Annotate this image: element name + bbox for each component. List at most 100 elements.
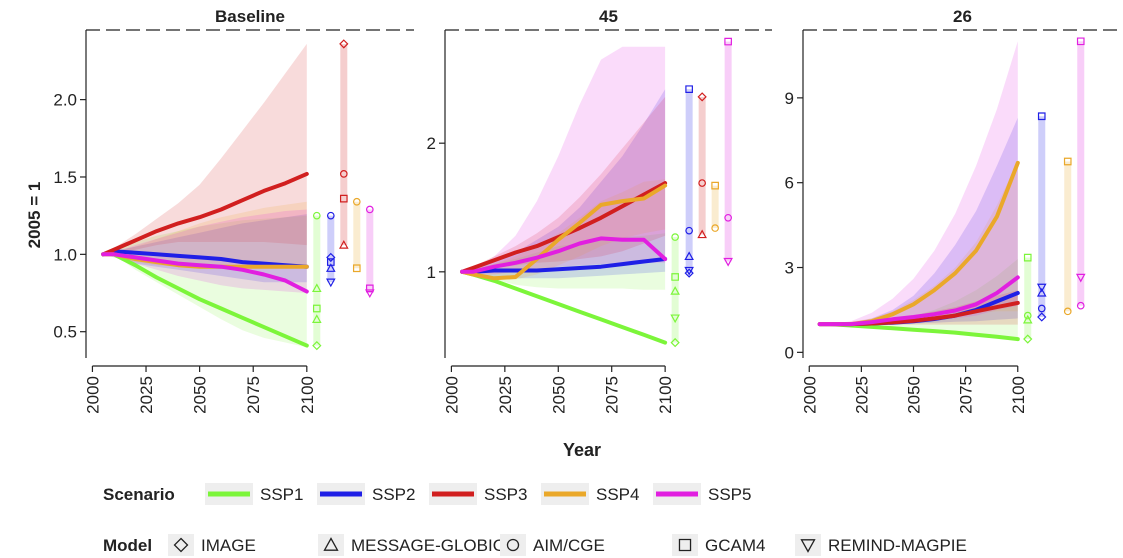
y-tick-label: 1.5: [53, 168, 77, 187]
y-tick-label: 2.0: [53, 91, 77, 110]
x-tick-label: 2025: [496, 376, 515, 414]
band-ssp4: [103, 201, 307, 269]
model-marker-gcam4: [685, 85, 693, 93]
model-marker-gcam4: [1037, 112, 1046, 121]
legend-label-aim-cge: AIM/CGE: [533, 536, 605, 555]
x-tick-label: 2000: [442, 376, 461, 414]
model-marker-aim-cge: [1076, 301, 1085, 310]
model-marker-gcam4: [1023, 253, 1032, 262]
model-marker-gcam4: [671, 273, 679, 281]
model-marker-remind-magpie: [684, 266, 694, 276]
series-lines: [460, 181, 668, 345]
model-range-bar-ssp5: [724, 41, 732, 262]
model-marker-gcam4: [339, 194, 348, 203]
model-marker-gcam4: [1076, 37, 1085, 46]
model-range-bar-ssp2: [1038, 116, 1046, 317]
band-ssp5: [462, 46, 666, 275]
x-tick-label: 2050: [549, 376, 568, 414]
model-range-bar-ssp3: [698, 96, 706, 235]
legend-key-gcam4: [672, 534, 698, 556]
model-marker-remind-magpie: [325, 278, 336, 288]
model-marker-remind-magpie: [670, 314, 680, 324]
chart-panel-26: 26 0 3 6 9 2000 2025 2050 2075 2100: [785, 7, 1122, 414]
model-range-bar-ssp1: [1024, 257, 1032, 340]
model-ranges: [311, 39, 375, 351]
scenario-legend-title: Scenario: [103, 485, 175, 504]
model-marker-message-globiom: [338, 240, 349, 249]
model-marker-aim-cge: [365, 205, 374, 214]
model-marker-remind-magpie: [364, 289, 375, 299]
model-marker-remind-magpie: [1075, 273, 1086, 283]
model-marker-aim-cge: [339, 170, 348, 178]
model-marker-message-globiom: [670, 286, 680, 295]
model-marker-image: [1037, 312, 1047, 322]
model-marker-aim-cge: [698, 179, 706, 187]
model-ranges: [670, 37, 733, 348]
panel-title: 26: [953, 7, 972, 26]
x-tick-label: 2100: [656, 376, 675, 414]
uncertainty-bands: [462, 46, 666, 290]
legend-label-image: IMAGE: [201, 536, 256, 555]
model-legend: Model IMAGE MESSAGE-GLOBIOM AIM/CGE GCAM4 RE…: [103, 534, 967, 556]
model-range-bar-ssp5: [1077, 41, 1085, 306]
y-tick-label: 1.0: [53, 245, 77, 264]
series-lines: [817, 160, 1020, 342]
model-range-bar-ssp4: [1064, 161, 1072, 312]
x-tick-label: 2100: [1009, 376, 1028, 414]
band-ssp3: [103, 43, 307, 255]
model-marker-gcam4: [326, 258, 335, 266]
x-tick-label: 2025: [137, 376, 156, 414]
chart-panels: Baseline 0.5 1.0 1.5 2.0 2000 2025 2050 2075 2100…: [53, 7, 1122, 414]
model-marker-aim-cge: [711, 224, 719, 232]
chart-panel-45: 45 1 2 2000 2025 2050 2075 2100: [427, 7, 772, 414]
model-marker-gcam4: [1063, 157, 1072, 166]
diamond-icon: [173, 537, 189, 553]
model-marker-image: [326, 252, 336, 263]
x-tick-label: 2025: [852, 376, 871, 414]
legend-label-ssp1: SSP1: [260, 485, 303, 504]
panel-title: 45: [599, 7, 618, 26]
model-marker-aim-cge: [352, 197, 361, 206]
model-range-bar-ssp5: [366, 209, 374, 294]
model-marker-gcam4: [711, 181, 719, 190]
model-marker-image: [1023, 334, 1033, 344]
legend-label-ssp4: SSP4: [596, 485, 639, 504]
model-marker-message-globiom: [1022, 314, 1033, 324]
model-marker-aim-cge: [1037, 304, 1046, 313]
x-tick-label: 2050: [191, 376, 210, 414]
x-tick-label: 2000: [83, 376, 102, 414]
model-range-bar-ssp4: [711, 185, 719, 229]
legend-label-gcam4: GCAM4: [705, 536, 765, 555]
model-marker-message-globiom: [684, 251, 694, 261]
x-axis-label: Year: [563, 440, 601, 460]
model-marker-aim-cge: [1023, 311, 1032, 320]
band-ssp1: [819, 259, 1018, 340]
square-icon: [678, 538, 692, 552]
model-legend-title: Model: [103, 536, 152, 555]
x-tick-label: 2075: [957, 376, 976, 414]
model-marker-gcam4: [365, 284, 374, 293]
model-marker-message-globiom: [311, 314, 322, 323]
y-tick-label: 0: [785, 343, 794, 362]
band-ssp2: [462, 89, 666, 279]
chart-panel-baseline: Baseline 0.5 1.0 1.5 2.0 2000 2025 2050 2075 2100: [53, 7, 414, 414]
x-tick-label: 2075: [244, 376, 263, 414]
band-ssp4: [819, 161, 1018, 325]
band-ssp1: [103, 215, 307, 348]
y-tick-label: 3: [785, 259, 794, 278]
model-marker-gcam4: [352, 264, 361, 273]
y-tick-label: 0.5: [53, 323, 77, 342]
triangle-down-icon: [800, 539, 816, 553]
x-tick-label: 2000: [800, 376, 819, 414]
model-marker-message-globiom: [325, 263, 336, 272]
model-marker-message-globiom: [697, 229, 707, 239]
legend-label-remind-magpie: REMIND-MAGPIE: [828, 536, 967, 555]
model-range-bar-ssp3: [340, 43, 348, 246]
triangle-up-icon: [323, 537, 339, 551]
band-ssp3: [462, 96, 666, 272]
model-range-bar-ssp1: [313, 215, 321, 346]
model-marker-image: [670, 337, 680, 348]
model-marker-gcam4: [724, 37, 732, 46]
legend-key-aim-cge: [500, 534, 526, 556]
